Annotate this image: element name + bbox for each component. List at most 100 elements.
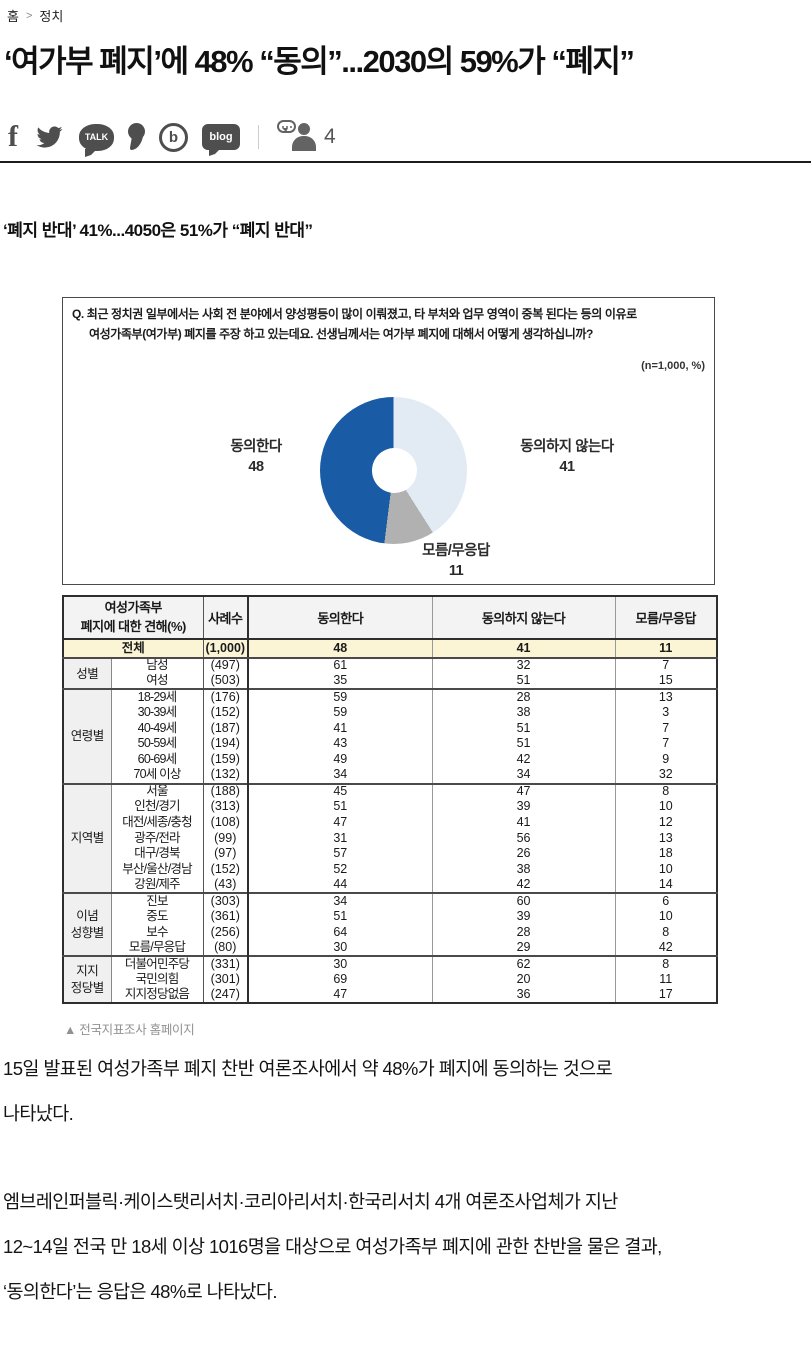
category-cell: 대전/세종/충청	[111, 814, 204, 831]
disagree-cell: 39	[432, 799, 616, 815]
dk-cell: 8	[615, 955, 718, 972]
agree-cell: 64	[248, 924, 433, 941]
dk-cell: 8	[615, 782, 718, 800]
pie-label-dk: 모름/무응답 11	[396, 541, 516, 582]
donut-hole	[372, 448, 417, 493]
header-agree: 동의한다	[248, 596, 433, 640]
disagree-cell: 51	[432, 673, 616, 690]
article-headline: ‘여가부 폐지’에 48% “동의”...2030의 59%가 “폐지”	[4, 44, 635, 79]
disagree-cell: 42	[432, 752, 616, 768]
category-cell: 더불어민주당	[111, 955, 204, 972]
table-row: 지지정당없음 (247) 47 36 17	[63, 987, 717, 1004]
pie-label-agree-text: 동의한다	[230, 439, 282, 455]
survey-figure: Q. 최근 정치권 일부에서는 사회 전 분야에서 양성평등이 많이 이뤄졌고,…	[62, 297, 715, 585]
category-cell: 30-39세	[111, 705, 204, 721]
category-cell: 강원/제주	[111, 877, 204, 894]
dk-cell: 8	[662, 924, 670, 939]
group-label: 성별	[63, 656, 112, 690]
blog-share-icon[interactable]: blog	[202, 124, 240, 156]
n-cell: (108)	[203, 814, 250, 831]
table-row: 이념 성향별 진보 (303) 34 60 6	[63, 892, 718, 957]
agree-cell: 35	[248, 673, 433, 690]
comment-count-button[interactable]: 4	[277, 120, 336, 154]
header-dk: 모름/무응답	[615, 596, 718, 640]
dk-cell: 7	[662, 720, 670, 735]
category-cell: 광주/전라	[111, 830, 204, 847]
agree-cell: 47	[248, 987, 433, 1004]
n-cell: (132)	[203, 767, 250, 784]
table-header-row: 여성가족부 폐지에 대한 견해(%) 사례수 동의한다 동의하지 않는다 모름/…	[63, 596, 718, 640]
table-row: 70세 이상 (132) 34 34 32	[63, 767, 717, 784]
dk-cell: 10	[658, 861, 673, 876]
total-disagree: 41	[432, 639, 616, 659]
disagree-cell: 29	[432, 940, 616, 957]
agree-cell: 69	[248, 971, 433, 988]
facebook-share-icon[interactable]: f	[8, 120, 18, 153]
pie-label-dk-value: 11	[448, 563, 464, 580]
disagree-cell: 60	[432, 892, 616, 909]
breadcrumb-home[interactable]: 홈	[7, 9, 19, 24]
dk-cell: 42	[658, 940, 673, 954]
disagree-cell: 34	[432, 767, 616, 784]
band-share-icon[interactable]: b	[159, 122, 188, 152]
category-cell: 진보	[111, 892, 204, 909]
paragraph: 15일 발표된 여성가족부 폐지 찬반 여론조사에서 약 48%가 폐지에 동의…	[3, 1058, 613, 1124]
n-cell: (247)	[203, 987, 250, 1004]
group-label: 연령별	[63, 688, 112, 784]
disagree-cell: 51	[432, 736, 616, 753]
category-cell: 부산/울산/경남	[111, 861, 204, 878]
agree-cell: 43	[248, 736, 433, 753]
dk-cell: 13	[615, 688, 718, 706]
breadcrumb-section[interactable]: 정치	[39, 9, 64, 24]
dk-cell: 6	[615, 892, 718, 909]
survey-table-groups: 성별 남성 (497) 61 32 7 여성 (503) 35 51 15 연령별 18-29세 (176…	[63, 656, 718, 1004]
pie-label-agree-value: 48	[248, 459, 264, 476]
group-label: 지역별	[63, 782, 112, 894]
disagree-cell: 38	[432, 861, 616, 878]
n-cell: (80)	[203, 940, 250, 957]
dk-cell: 3	[662, 705, 670, 720]
dk-cell: 7	[662, 736, 670, 751]
table-row: 인천/경기 (313) 51 39 10	[63, 799, 717, 815]
breadcrumb: 홈 > 정치	[7, 6, 63, 25]
dk-cell: 11	[659, 971, 673, 986]
table-row: 모름/무응답 (80) 30 29 42	[63, 940, 717, 957]
n-cell: (303)	[203, 892, 250, 909]
twitter-share-icon[interactable]	[34, 124, 65, 150]
n-cell: (176)	[203, 688, 250, 706]
n-cell: (159)	[203, 752, 250, 768]
header-divider-rule	[0, 161, 811, 163]
kakaostory-share-icon[interactable]	[128, 122, 145, 152]
social-share-bar: f TALK b blog 4	[6, 116, 336, 158]
dk-cell: 7	[615, 657, 718, 674]
category-cell: 인천/경기	[111, 799, 204, 815]
header-disagree: 동의하지 않는다	[432, 596, 616, 640]
table-row: 대전/세종/충청 (108) 47 41 12	[63, 814, 717, 831]
n-cell: (194)	[203, 736, 250, 753]
dk-cell: 18	[658, 846, 673, 861]
table-row: 지역별 서울 (188) 45 47 8	[63, 782, 718, 894]
disagree-cell: 28	[432, 924, 616, 941]
breadcrumb-separator: >	[25, 9, 33, 22]
n-cell: (256)	[203, 924, 250, 941]
agree-cell: 41	[248, 720, 433, 737]
pie-label-disagree-text: 동의하지 않는다	[520, 439, 614, 455]
n-cell: (503)	[203, 673, 250, 690]
dk-cell: 32	[658, 767, 673, 782]
agree-cell: 49	[248, 752, 433, 768]
pie-label-disagree: 동의하지 않는다 41	[487, 437, 647, 478]
category-cell: 70세 이상	[111, 767, 204, 784]
disagree-cell: 38	[432, 705, 616, 721]
table-row: 여성 (503) 35 51 15	[63, 673, 717, 690]
kakaotalk-share-icon[interactable]: TALK	[79, 123, 114, 157]
table-row: 강원/제주 (43) 44 42 14	[63, 877, 717, 894]
comment-count: 4	[324, 125, 336, 148]
category-cell: 보수	[111, 924, 204, 941]
disagree-cell: 32	[432, 657, 616, 674]
dk-cell: 12	[658, 814, 673, 829]
disagree-cell: 39	[432, 909, 616, 925]
category-cell: 18-29세	[111, 688, 204, 706]
group-label: 이념 성향별	[63, 892, 112, 957]
n-cell: (97)	[203, 846, 250, 862]
n-cell: (152)	[203, 861, 250, 878]
